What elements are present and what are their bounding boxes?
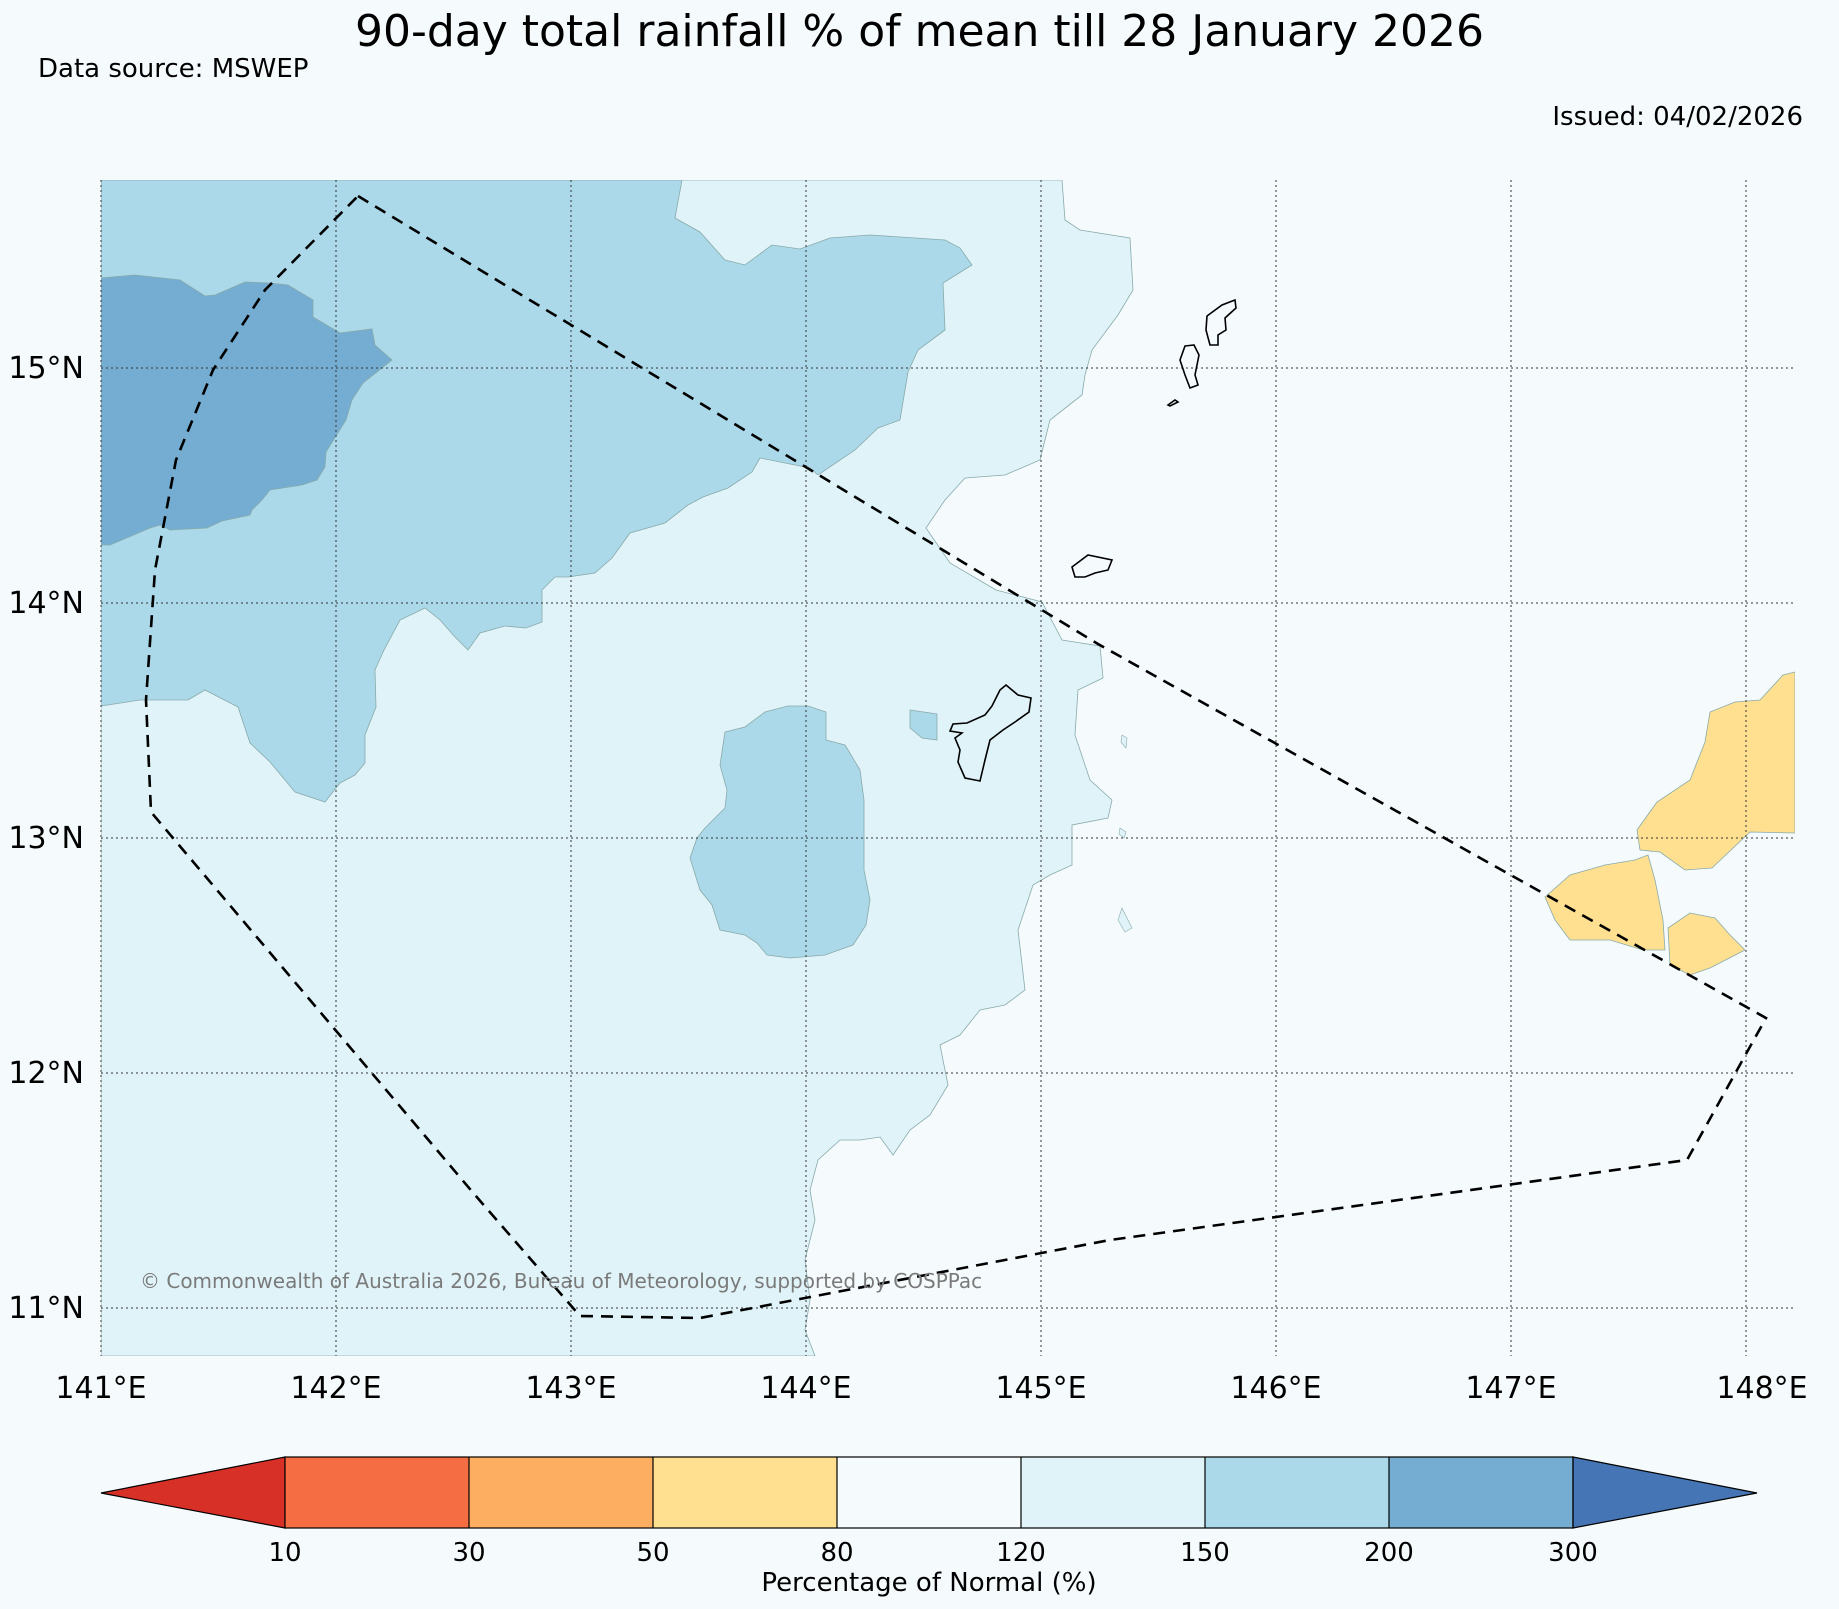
region-150-200-center — [689, 705, 871, 959]
lon-label: 144°E — [760, 1371, 851, 1406]
graticule — [100, 180, 1795, 1356]
colorbar-swatch — [837, 1457, 1021, 1528]
colorbar-ticks: 10 30 50 80 120 150 200 300 — [268, 1538, 1597, 1568]
colorbar-swatch — [469, 1457, 653, 1528]
colorbar-tick: 120 — [996, 1538, 1046, 1568]
lat-label: 11°N — [8, 1291, 84, 1326]
copyright-notice: © Commonwealth of Australia 2026, Bureau… — [140, 1269, 982, 1293]
colorbar-tick: 50 — [636, 1538, 669, 1568]
region-120-150-speck-3 — [1117, 907, 1133, 933]
colorbar-tick: 30 — [452, 1538, 485, 1568]
colorbar-outline — [284, 1456, 1574, 1529]
island-anatahan — [1166, 399, 1180, 407]
lon-label: 142°E — [290, 1371, 381, 1406]
island-outlines — [948, 298, 1237, 782]
region-120-150-speck-2 — [1118, 827, 1127, 839]
colorbar-label: Percentage of Normal (%) — [761, 1568, 1096, 1598]
colorbar-tick: 10 — [268, 1538, 301, 1568]
lon-label: 143°E — [525, 1371, 616, 1406]
region-50-80-east-2 — [1544, 854, 1666, 951]
lon-label: 148°E — [1716, 1371, 1807, 1406]
lat-label: 13°N — [8, 821, 84, 856]
map-title: 90-day total rainfall % of mean till 28 … — [354, 6, 1485, 57]
lon-label: 147°E — [1465, 1371, 1556, 1406]
colorbar-tick: 200 — [1364, 1538, 1414, 1568]
colorbar-swatch — [1205, 1457, 1389, 1528]
lon-label: 146°E — [1230, 1371, 1321, 1406]
island-guam — [948, 683, 1032, 782]
colorbar-tick: 300 — [1548, 1538, 1598, 1568]
issued-date: Issued: 04/02/2026 — [1552, 102, 1803, 132]
colorbar-tick: 150 — [1180, 1538, 1230, 1568]
colorbar-swatch — [1389, 1457, 1573, 1528]
region-150-200-small — [909, 709, 938, 741]
colorbar-high-extension — [1572, 1456, 1758, 1529]
lat-labels: 15°N 14°N 13°N 12°N 11°N — [8, 351, 84, 1326]
data-source: Data source: MSWEP — [38, 54, 309, 84]
lon-label: 145°E — [995, 1371, 1086, 1406]
colorbar-low-extension — [100, 1456, 286, 1529]
colorbar-dividers — [468, 1457, 1390, 1528]
colorbar-swatch — [285, 1457, 469, 1528]
island-rota — [1071, 554, 1114, 578]
lon-labels: 141°E 142°E 143°E 144°E 145°E 146°E 147°… — [55, 1371, 1807, 1406]
lat-label: 15°N — [8, 351, 84, 386]
island-north — [1205, 298, 1237, 346]
colorbar-swatch — [653, 1457, 837, 1528]
lat-label: 14°N — [8, 586, 84, 621]
colorbar-tick: 80 — [820, 1538, 853, 1568]
colorbar: 10 30 50 80 120 150 200 300 Percentage o… — [100, 1456, 1758, 1598]
region-120-150-speck-1 — [1120, 734, 1128, 749]
island-saipan — [1179, 344, 1200, 390]
colorbar-swatch — [1021, 1457, 1205, 1528]
eez-boundary — [144, 194, 1768, 1320]
lat-label: 12°N — [8, 1056, 84, 1091]
region-50-80-east-1 — [1636, 671, 1795, 871]
lon-label: 141°E — [55, 1371, 146, 1406]
